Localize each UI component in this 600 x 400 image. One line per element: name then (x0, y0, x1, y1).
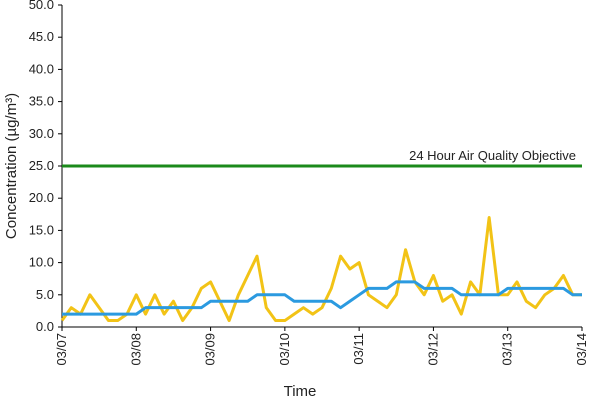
y-tick-label: 0.0 (36, 319, 54, 334)
y-tick-label: 10.0 (29, 255, 54, 270)
x-tick-label: 03/08 (128, 333, 143, 366)
objective-label: 24 Hour Air Quality Objective (409, 148, 576, 163)
y-tick-label: 45.0 (29, 29, 54, 44)
x-tick-label: 03/09 (203, 333, 218, 366)
y-tick-label: 30.0 (29, 126, 54, 141)
y-tick-label: 50.0 (29, 0, 54, 12)
y-tick-label: 5.0 (36, 287, 54, 302)
y-tick-label: 40.0 (29, 61, 54, 76)
x-tick-label: 03/14 (574, 333, 589, 366)
y-axis-title: Concentration (µg/m³) (3, 93, 20, 239)
x-tick-label: 03/11 (351, 333, 366, 365)
y-tick-label: 15.0 (29, 222, 54, 237)
series-line (62, 280, 582, 316)
y-tick-label: 20.0 (29, 190, 54, 205)
y-tick-label: 25.0 (29, 158, 54, 173)
x-tick-label: 03/07 (54, 333, 69, 366)
x-axis-title: Time (284, 383, 317, 400)
x-tick-label: 03/12 (425, 333, 440, 366)
x-tick-label: 03/13 (500, 333, 515, 366)
x-tick-label: 03/10 (277, 333, 292, 366)
series-line (60, 216, 582, 323)
y-tick-label: 35.0 (29, 94, 54, 109)
